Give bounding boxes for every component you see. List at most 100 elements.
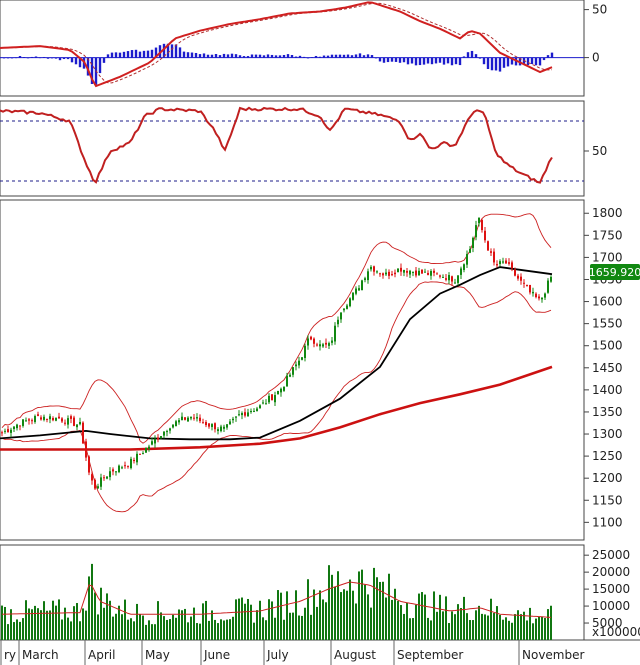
macd-histogram-bar: [46, 57, 50, 59]
price-tick-label: 1150: [592, 493, 623, 507]
volume-bar: [22, 618, 24, 640]
volume-bar: [541, 616, 543, 640]
macd-histogram-bar: [10, 57, 14, 59]
volume-bar: [280, 592, 282, 640]
month-label: September: [397, 648, 463, 662]
volume-bar: [220, 619, 222, 640]
candle-up: [151, 441, 153, 445]
candle-up: [292, 367, 294, 375]
candle-up: [355, 288, 357, 294]
macd-histogram-bar: [6, 57, 10, 59]
volume-bar: [397, 601, 399, 640]
mid-moving-average-line: [0, 266, 553, 441]
macd-histogram-bar: [254, 54, 258, 58]
volume-bar: [100, 587, 102, 640]
macd-histogram-bar: [474, 54, 478, 58]
volume-bar: [31, 609, 33, 640]
candle-up: [97, 486, 99, 489]
candle-up: [25, 420, 27, 422]
candle-up: [265, 403, 267, 405]
volume-bar: [112, 616, 114, 640]
volume-bar: [142, 615, 144, 640]
candle-up: [76, 424, 78, 428]
candle-up: [145, 447, 147, 453]
volume-bar: [115, 613, 117, 640]
macd-histogram-bar: [310, 57, 314, 58]
candle-up: [337, 319, 339, 325]
macd-histogram-bar: [546, 55, 550, 58]
macd-histogram-bar: [178, 47, 182, 58]
candle-up: [409, 270, 411, 275]
macd-histogram-bar: [182, 51, 186, 58]
volume-bar: [97, 614, 99, 640]
oscillator-panel: [0, 106, 584, 184]
candle-up: [469, 248, 471, 253]
candle-down: [208, 423, 210, 427]
price-tick-label: 1250: [592, 449, 623, 463]
macd-histogram-bar: [382, 57, 386, 63]
volume-bar: [157, 601, 159, 640]
volume-bar: [136, 603, 138, 640]
candle-down: [538, 296, 540, 299]
volume-bar: [64, 607, 66, 640]
volume-bar: [37, 608, 39, 640]
candle-up: [256, 408, 258, 412]
volume-bar: [148, 620, 150, 640]
candle-up: [304, 345, 306, 358]
macd-histogram-bar: [482, 57, 486, 65]
volume-bar: [79, 621, 81, 640]
macd-histogram-bar: [490, 57, 494, 71]
volume-bar: [502, 619, 504, 640]
volume-bar: [319, 590, 321, 640]
volume-bar: [10, 609, 12, 640]
macd-histogram-bar: [366, 54, 370, 58]
volume-bar: [481, 613, 483, 640]
macd-histogram-bar: [534, 57, 538, 66]
candle-up: [424, 271, 426, 273]
volume-bar: [67, 617, 69, 640]
candle-down: [421, 269, 423, 274]
volume-average-line: [1, 581, 552, 618]
macd-histogram-bar: [414, 57, 418, 66]
month-label: April: [88, 648, 115, 662]
macd-histogram-bar: [30, 56, 34, 58]
candle-up: [322, 344, 324, 347]
macd-histogram-bar: [542, 57, 546, 61]
macd-histogram-bar: [150, 49, 154, 58]
macd-histogram-bar: [434, 57, 438, 64]
candle-up: [67, 418, 69, 425]
volume-bar: [526, 620, 528, 640]
volume-bar: [439, 594, 441, 640]
macd-histogram-bar: [390, 57, 394, 62]
price-tick-label: 1200: [592, 471, 623, 485]
volume-bar: [226, 619, 228, 640]
candle-down: [400, 267, 402, 272]
volume-bar: [283, 619, 285, 640]
volume-bar: [547, 609, 549, 640]
price-tick-label: 1700: [592, 250, 623, 264]
volume-bar: [355, 603, 357, 640]
candle-up: [457, 275, 459, 283]
candle-up: [547, 280, 549, 293]
vol-tick-label: 20000: [592, 565, 630, 579]
volume-bar: [544, 618, 546, 640]
macd-histogram-bar: [306, 57, 310, 59]
volume-bar: [238, 598, 240, 640]
macd-histogram-bar: [38, 57, 42, 59]
candle-up: [49, 416, 51, 420]
volume-bar: [244, 603, 246, 640]
volume-bar: [349, 579, 351, 640]
volume-bar: [358, 571, 360, 640]
candle-down: [526, 285, 528, 287]
volume-bar: [55, 605, 57, 640]
macd-histogram-bar: [262, 55, 266, 58]
volume-bar: [196, 623, 198, 640]
macd-histogram-bar: [326, 55, 330, 58]
candle-down: [388, 271, 390, 276]
volume-bar: [121, 614, 123, 640]
macd-histogram-bar: [198, 54, 202, 58]
macd-histogram-bar: [282, 54, 286, 58]
candle-down: [64, 422, 66, 424]
candle-down: [517, 275, 519, 279]
macd-histogram-bar: [526, 57, 530, 65]
